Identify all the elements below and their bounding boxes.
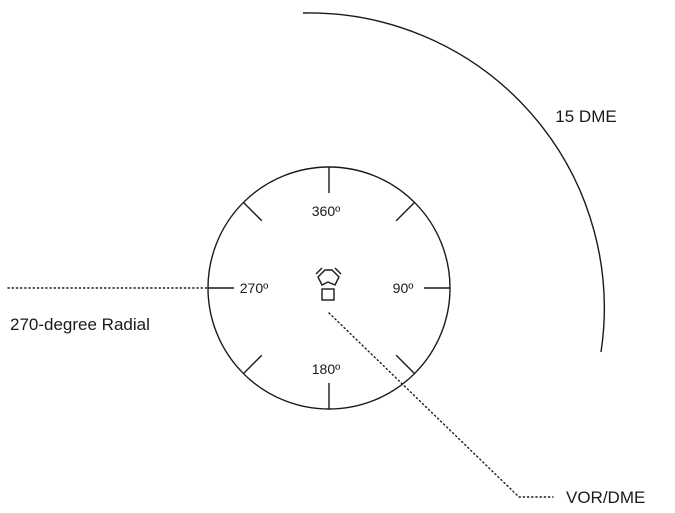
station-dme-box xyxy=(321,288,335,301)
label-180: 180º xyxy=(312,361,340,377)
tick-northwest xyxy=(242,201,263,222)
label-360: 360º xyxy=(312,203,340,219)
tick-southwest xyxy=(242,354,263,375)
station-wing-left xyxy=(315,267,323,275)
label-270: 270º xyxy=(240,280,268,296)
compass-rose: 360º 90º 180º 270º xyxy=(207,166,451,410)
radial-label: 270-degree Radial xyxy=(10,315,150,334)
arc-label: 15 DME xyxy=(555,107,616,126)
label-90: 90º xyxy=(393,280,414,296)
station-hexagon xyxy=(317,269,340,286)
dme-arc xyxy=(302,12,606,353)
vor-dme-station-icon xyxy=(315,267,342,301)
tick-northeast xyxy=(395,201,416,222)
station-wing-right xyxy=(334,267,342,275)
tick-southeast xyxy=(395,354,416,375)
station-leader-line xyxy=(328,312,554,498)
station-label: VOR/DME xyxy=(566,488,645,507)
